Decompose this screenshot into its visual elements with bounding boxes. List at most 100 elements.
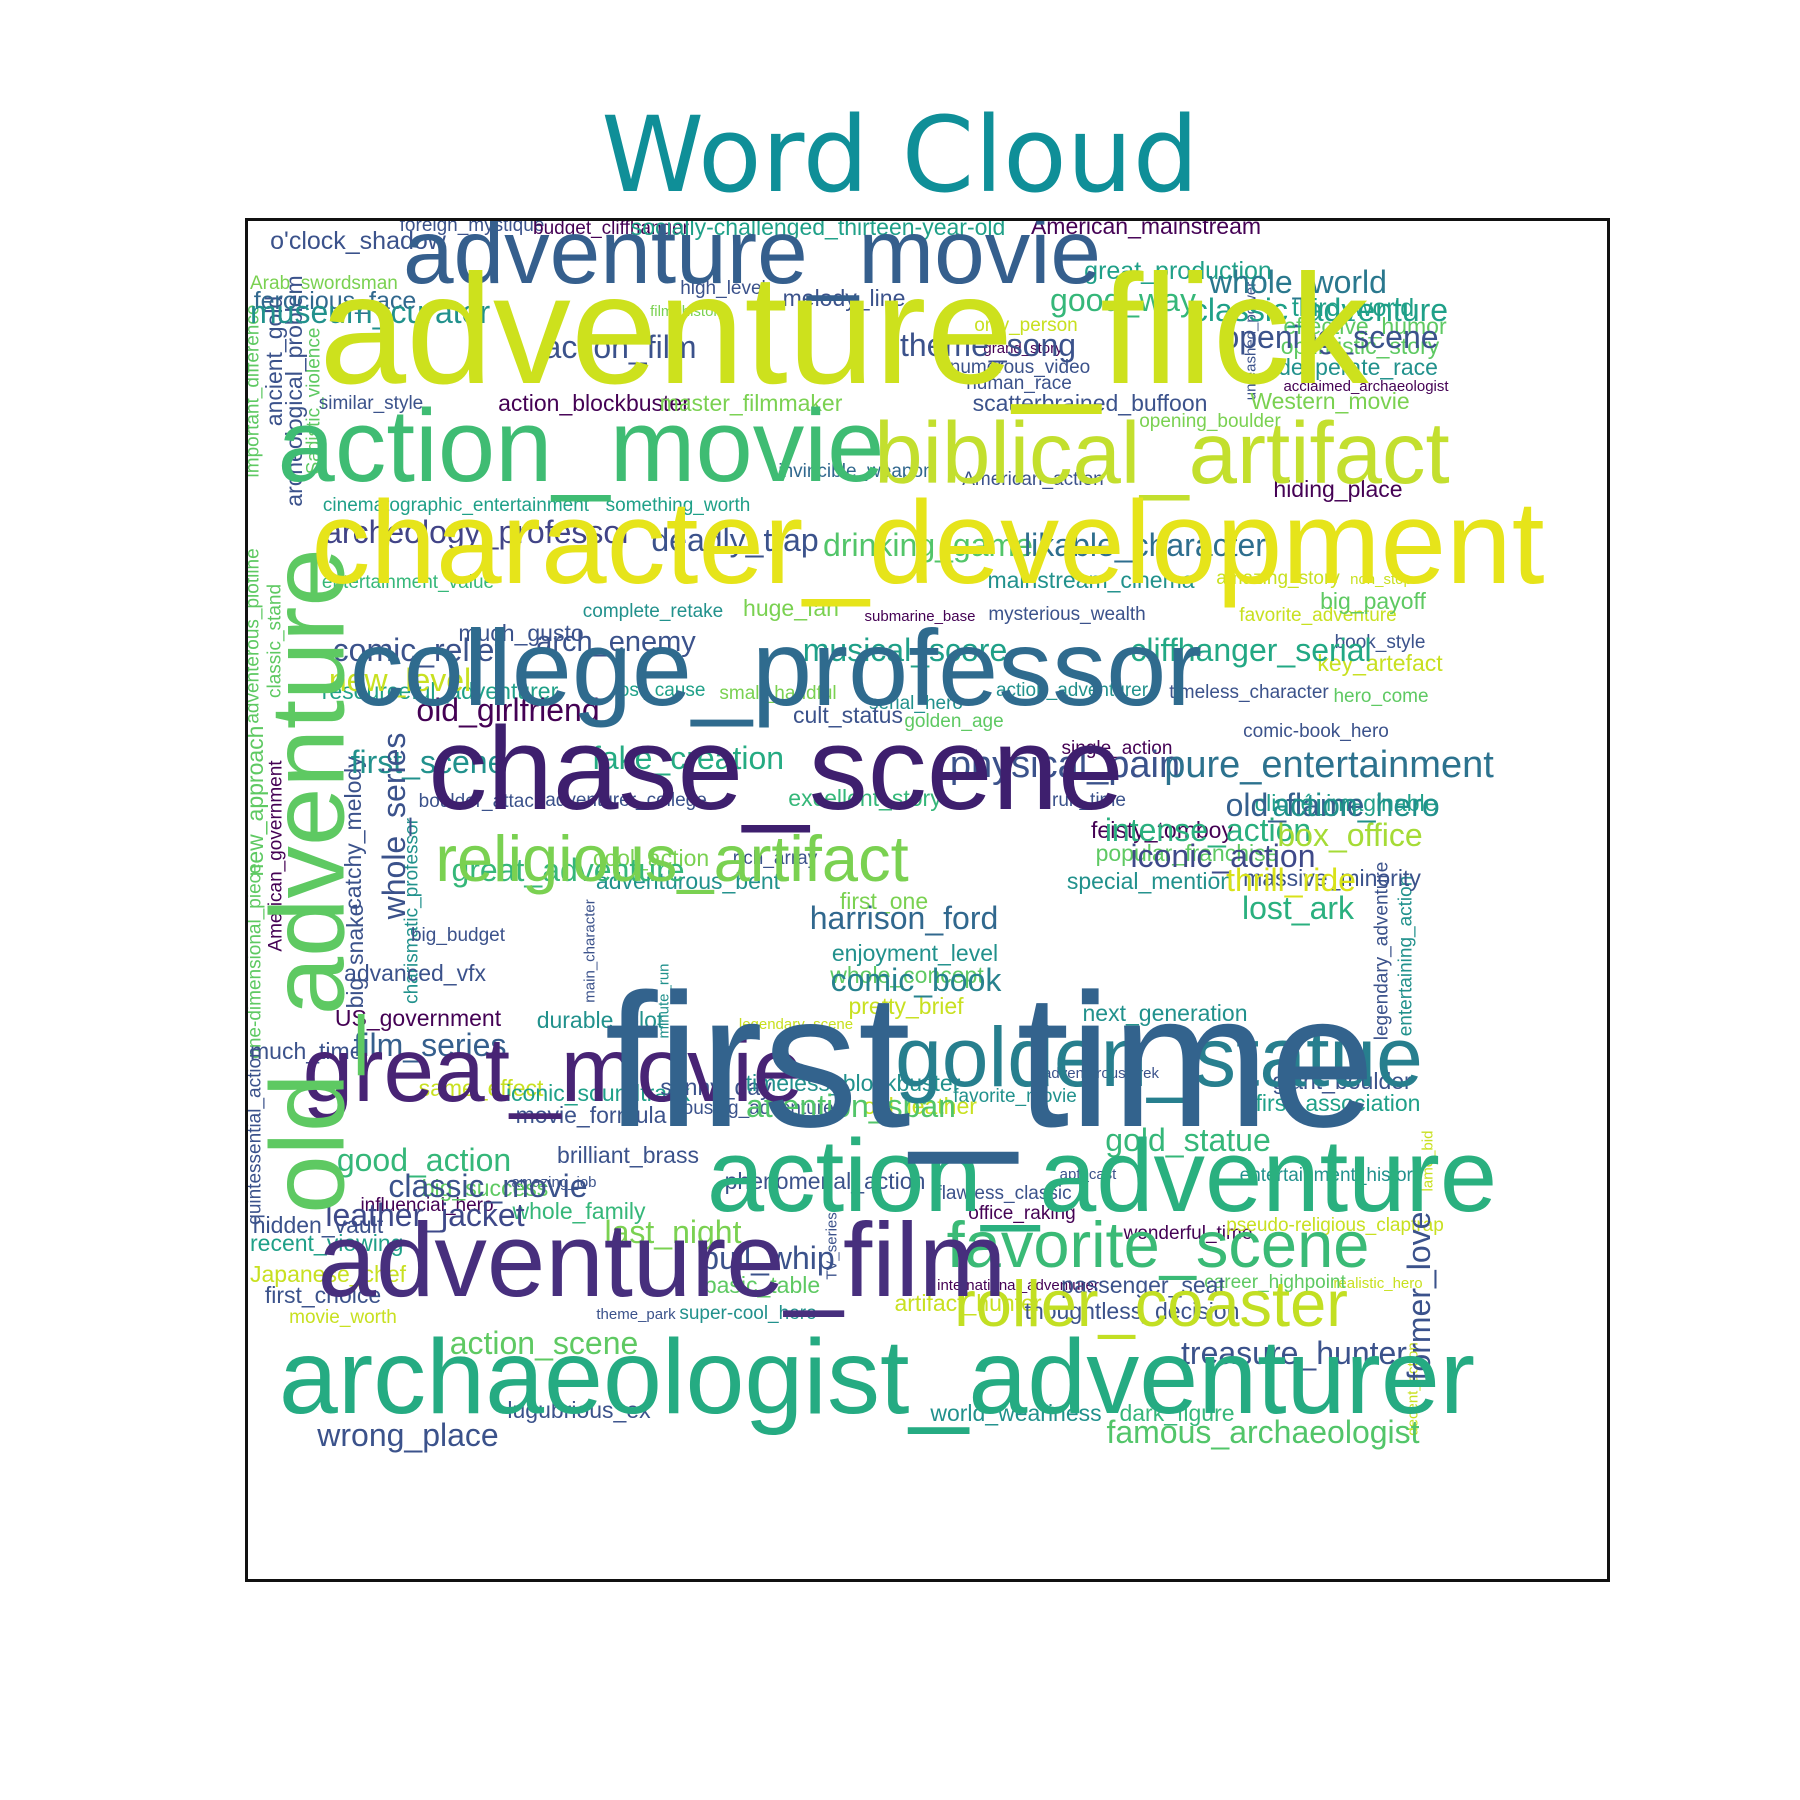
word-basic-table: basic_table: [704, 1272, 820, 1298]
word-main-character: main_character: [582, 899, 599, 1002]
word-influencial-hero: influencial_hero: [360, 1195, 493, 1216]
word-leather-jacket: leather_jacket: [325, 1197, 524, 1233]
word-rousing-adventure: rousing_adventure: [676, 1098, 833, 1119]
word-office-raking: office_raking: [968, 1203, 1075, 1224]
word-similar-style: similar_style: [319, 393, 424, 414]
word-scatterbrained-buffoon: scatterbrained_buffoon: [973, 390, 1208, 416]
word-master-filmmaker: master_filmmaker: [660, 390, 843, 416]
word-high-level: high_level: [680, 278, 766, 299]
word-special-mention: special_mention: [1067, 868, 1233, 894]
word-golden-statue: golden_statue: [895, 1010, 1423, 1104]
word-timeless-character: timeless_character: [1169, 682, 1329, 703]
word-hiding-place: hiding_place: [1273, 476, 1402, 502]
word-numerous-video: numerous_video: [950, 357, 1090, 378]
word-theme-song: theme_song: [900, 327, 1076, 363]
word-character-development: character_development: [311, 477, 1544, 609]
word-great-production: great_production: [1084, 257, 1272, 285]
word-favorite-movie: favorite_movie: [953, 1086, 1077, 1107]
word-good-action: good_action: [337, 1142, 511, 1178]
word-passenger-seat: passenger_seat: [1061, 1272, 1225, 1298]
word-pretty-brief: pretty_brief: [848, 993, 964, 1019]
word-adventerous-plotline: adventerous_plotline: [248, 548, 264, 723]
word-american-government: American_government: [266, 760, 287, 952]
word-likable-character: likable_character: [1024, 527, 1266, 563]
word-one-dimensional-piece: one-dimensional_piece: [248, 863, 266, 1058]
word-next-generation: next_generation: [1083, 1000, 1248, 1026]
word-durable-plot: durable_plot: [537, 1007, 664, 1033]
word-big-snake: big_snake: [342, 904, 368, 1009]
word-acclaimed-archaeologist: acclaimed_archaeologist: [1283, 378, 1449, 395]
word-same-effect: same_effect: [419, 1075, 544, 1101]
word-thrill-ride: thrill_ride: [1226, 862, 1356, 898]
word-wrong-place: wrong_place: [316, 1417, 498, 1453]
word-cult-status: cult_status: [793, 702, 903, 728]
word-realistic-hero: realistic_hero: [1333, 1275, 1422, 1292]
word-old-adventure: old_adventure: [250, 548, 367, 1214]
word-pseudo-religious-claptrap: pseudo-religious_claptrap: [1226, 1215, 1444, 1236]
word-favorite-adventure: favorite_adventure: [1239, 605, 1396, 626]
word-whole-family: whole_family: [512, 1198, 646, 1224]
word-comic-book-hero: comic-book_hero: [1243, 721, 1389, 742]
chart-title: Word Cloud: [601, 94, 1199, 216]
word-action-scene: action_scene: [450, 1325, 639, 1361]
word-lost-ark: lost_ark: [1242, 890, 1355, 926]
word-desperate-race: desperate_race: [1278, 354, 1438, 380]
word-pure-entertainment: pure_entertainment: [1164, 744, 1494, 786]
word-hidden-vault: hidden_vault: [253, 1212, 384, 1238]
word-grand-story: grand_story: [983, 340, 1063, 357]
word-fake-creation: fake_creation: [592, 740, 784, 776]
word-socially-challenged-thirteen-year-old: socially-challenged_thirteen-year-old: [631, 221, 1006, 240]
word-small-handful: small_handful: [719, 683, 836, 704]
word-first-choice: first_choice: [265, 1282, 381, 1308]
word-popular-franchise: popular_franchise: [1096, 840, 1279, 866]
word-resourceful-adventurer: resourceful_adventurer: [322, 678, 559, 704]
word-lost-cause: lost_cause: [615, 680, 706, 701]
word-excellent-story: excellent_story: [788, 785, 942, 811]
word-international-adventurer: international_adventurer: [937, 1277, 1099, 1294]
word-adventure-movie: adventure_movie: [403, 221, 1101, 303]
word-biblical-artifact: biblical_artifact: [874, 405, 1449, 502]
word-first-time: first_time: [605, 955, 1376, 1167]
word-boulder-attack: boulder_attack: [419, 791, 544, 812]
word-action-film: action_film: [544, 329, 697, 365]
word-sadistic-violence: Sadistic_violence: [304, 328, 325, 475]
word-action-blockbuster: action_blockbuster: [498, 390, 690, 416]
word-cloud: film_history grand_story acclaimed_archaeo…: [248, 221, 1545, 1453]
word-action-hero: action_hero: [1272, 787, 1439, 823]
word-entertaining-action: entertaining_action: [1396, 876, 1417, 1037]
word-cliffhanger-serial: cliffhanger_serial: [1130, 632, 1371, 668]
word-deadly-trap: deadly_trap: [651, 522, 818, 558]
word-old-flame: old_flame: [1226, 787, 1365, 823]
word-old-girlfriend: old_girlfriend: [416, 692, 599, 728]
word-enjoyment-level: enjoyment_level: [832, 940, 998, 966]
word-movie-worth: movie_worth: [289, 1307, 397, 1328]
word-mysterious-wealth: mysterious_wealth: [988, 604, 1145, 625]
word-arch-enemy: arch_enemy: [536, 626, 696, 658]
word-ancient-gold: ancient_gold: [261, 296, 287, 426]
word-foreign-mystique: foreign_mystique: [400, 221, 545, 236]
word-arab-swordsman: Arab_swordsman: [250, 273, 398, 294]
word-cinematographic-entertainment: cinematographic_entertainment: [323, 495, 590, 516]
word-recent-viewing: recent_viewing: [250, 1230, 403, 1256]
word-sunny-day: sunny_day: [660, 1074, 772, 1100]
word-serial-hero: serial_hero: [869, 693, 963, 714]
word-film-history: film_history: [650, 303, 726, 320]
word-whole-world: whole_world: [1208, 264, 1387, 300]
word-single-action: single_action: [1062, 738, 1173, 759]
word-famous-archaeologist: famous_archaeologist: [1106, 1414, 1419, 1450]
word-wonderful-time: wonderful_time: [1123, 1223, 1253, 1244]
word-big-budget: big_budget: [411, 925, 506, 946]
word-apt-cast: apt_cast: [1060, 1166, 1118, 1183]
word-much-time: much_time: [250, 1038, 362, 1064]
word-important-difference: important_difference: [248, 305, 264, 478]
word-adventurer-college: adventurer_college: [545, 790, 707, 811]
word-human-race: human_race: [966, 373, 1072, 394]
word-thoughtless-decision: thoughtless_decision: [1025, 1298, 1240, 1324]
word-much-gusto: much_gusto: [458, 620, 583, 646]
word-quintessential-action: quintessential_action: [248, 1047, 266, 1224]
word-former-love: former_love: [1401, 1212, 1437, 1381]
word-classic-stand: classic_stand: [265, 584, 286, 698]
word-golden-age: golden_age: [904, 711, 1003, 732]
word-something-worth: something_worth: [606, 495, 751, 516]
word-bull-whip: bull_whip: [701, 1240, 834, 1276]
